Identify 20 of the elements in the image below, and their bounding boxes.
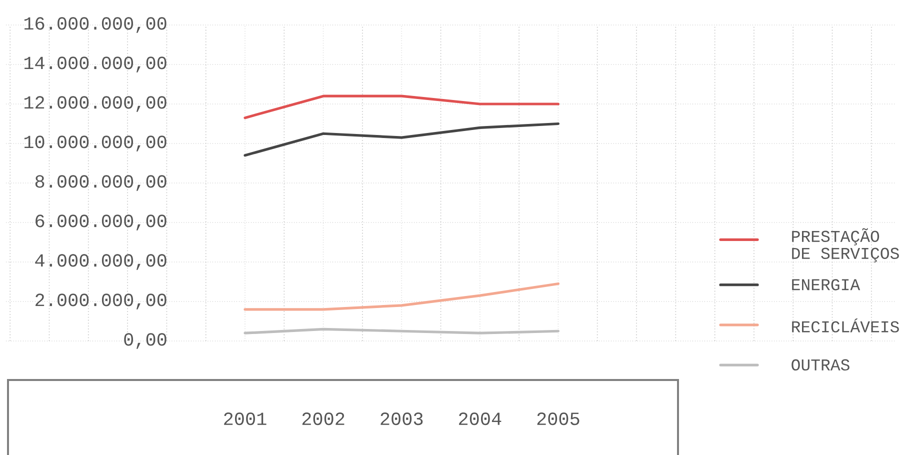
x-tick-label: 2001 bbox=[224, 412, 266, 426]
x-tick-label: 2004 bbox=[459, 412, 502, 426]
y-tick-label: 8.000.000,00 bbox=[35, 175, 166, 191]
legend-label: PRESTAÇÃO DE SERVIÇOS bbox=[792, 228, 899, 262]
y-tick-label: 16.000.000,00 bbox=[24, 17, 166, 33]
line-series bbox=[244, 282, 560, 311]
y-tick-label: 2.000.000,00 bbox=[36, 294, 166, 310]
legend-label: OUTRAS bbox=[792, 359, 850, 371]
line-series bbox=[244, 122, 560, 157]
y-tick-label: 12.000.000,00 bbox=[24, 96, 166, 112]
y-tick-label: 4.000.000,00 bbox=[35, 254, 166, 270]
x-tick-label: 2003 bbox=[380, 412, 423, 426]
legend-label: RECICLÁVEIS bbox=[792, 318, 899, 332]
legend-label: ENERGIA bbox=[792, 279, 860, 290]
y-tick-label: 10.000.000,00 bbox=[24, 136, 166, 152]
x-tick-label: 2002 bbox=[302, 412, 344, 426]
x-tick-label: 2005 bbox=[537, 412, 580, 426]
y-tick-label: 6.000.000,00 bbox=[36, 214, 166, 230]
y-tick-label: 14.000.000,00 bbox=[24, 56, 166, 72]
y-tick-label: 0,00 bbox=[124, 333, 166, 349]
